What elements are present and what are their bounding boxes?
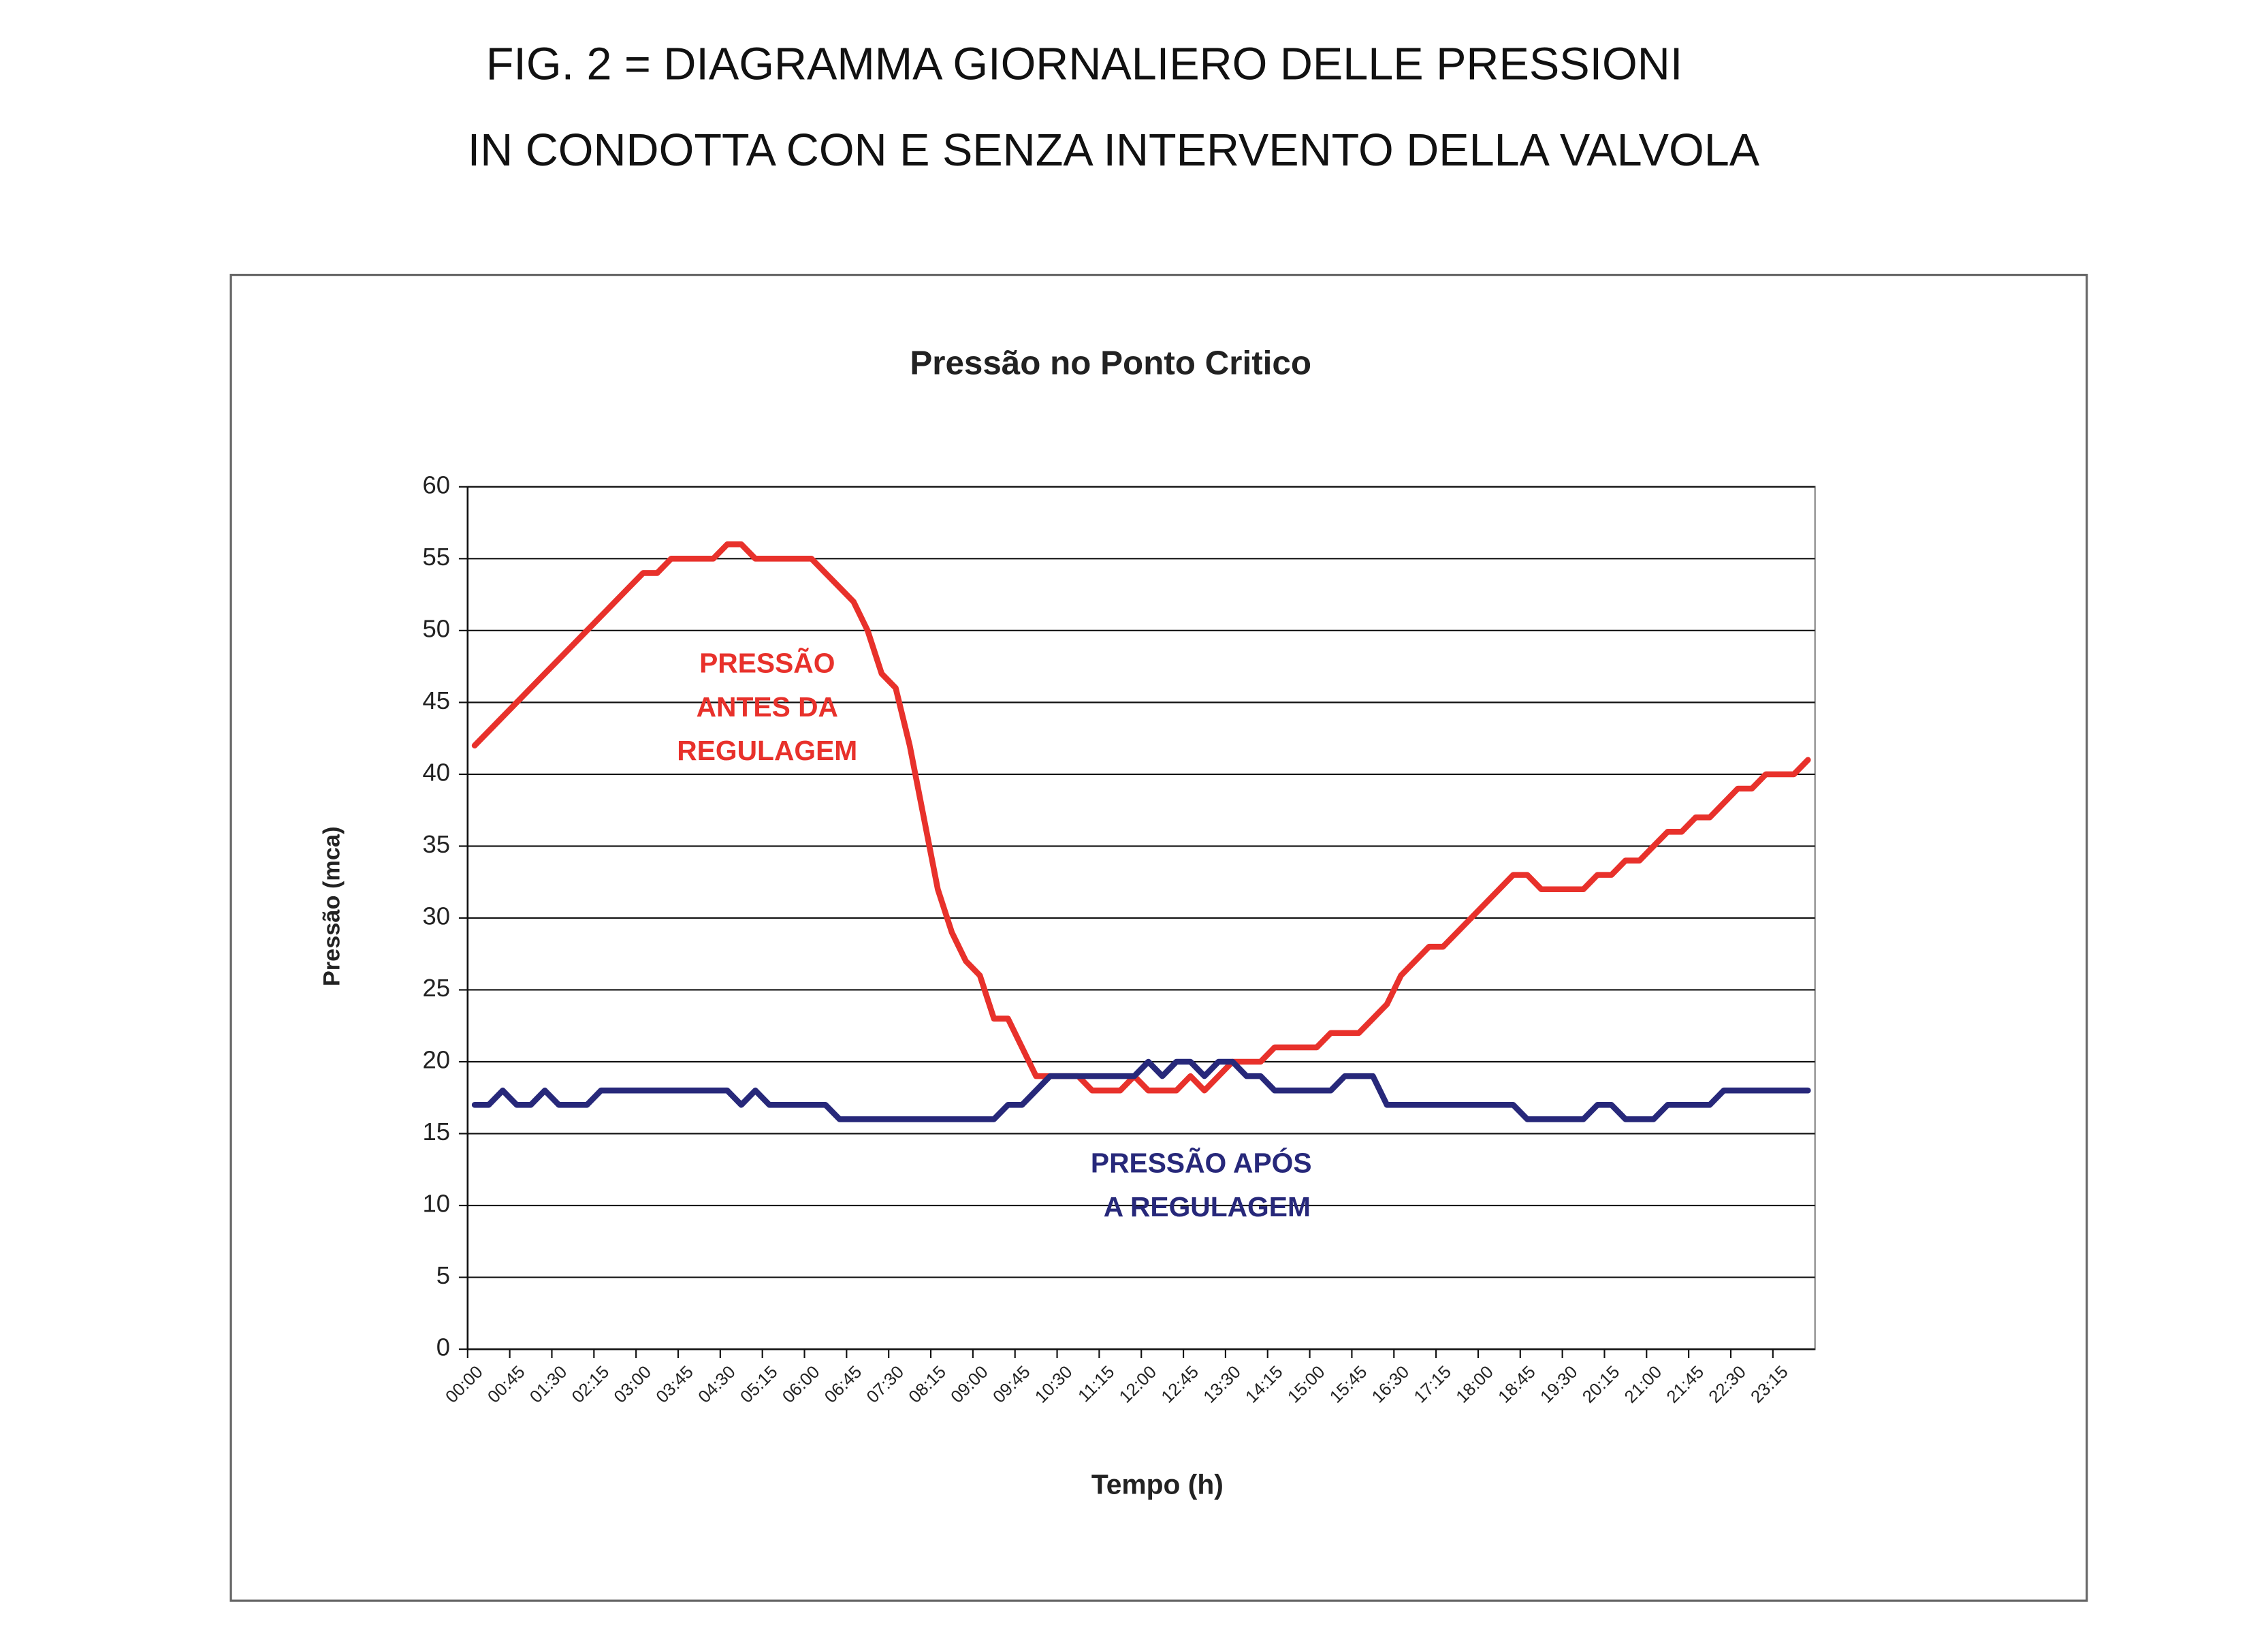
y-tick-label: 20: [422, 1046, 450, 1074]
y-tick-label: 55: [422, 543, 450, 571]
y-tick-label: 0: [436, 1333, 450, 1361]
y-tick-label: 60: [422, 471, 450, 499]
chart-title: Pressão no Ponto Critico: [910, 345, 1311, 382]
annotation: PRESSÃO: [699, 647, 835, 678]
annotation: ANTES DA: [697, 691, 838, 723]
series-line: [471, 541, 1811, 1094]
caption-line: IN CONDOTTA CON E SENZA INTERVENTO DELLA…: [468, 125, 1760, 176]
y-tick-label: 10: [422, 1190, 450, 1218]
y-tick-label: 25: [422, 974, 450, 1002]
y-axis-label: Pressão (mca): [319, 826, 345, 986]
plot: 05101520253035404550556000:0000:4501:300…: [422, 471, 1816, 1407]
y-tick-label: 40: [422, 759, 450, 787]
series-line: [471, 1058, 1811, 1122]
caption-line: FIG. 2 = DIAGRAMMA GIORNALIERO DELLE PRE…: [486, 39, 1683, 89]
y-tick-label: 35: [422, 830, 450, 858]
y-tick-label: 5: [436, 1261, 450, 1289]
annotation: PRESSÃO APÓS: [1091, 1147, 1312, 1178]
y-tick-label: 45: [422, 686, 450, 714]
x-axis-label: Tempo (h): [1091, 1469, 1224, 1500]
annotation: REGULAGEM: [677, 735, 857, 766]
y-tick-label: 50: [422, 615, 450, 643]
y-tick-label: 30: [422, 902, 450, 930]
annotation: A REGULAGEM: [1104, 1191, 1311, 1222]
y-tick-label: 15: [422, 1118, 450, 1146]
